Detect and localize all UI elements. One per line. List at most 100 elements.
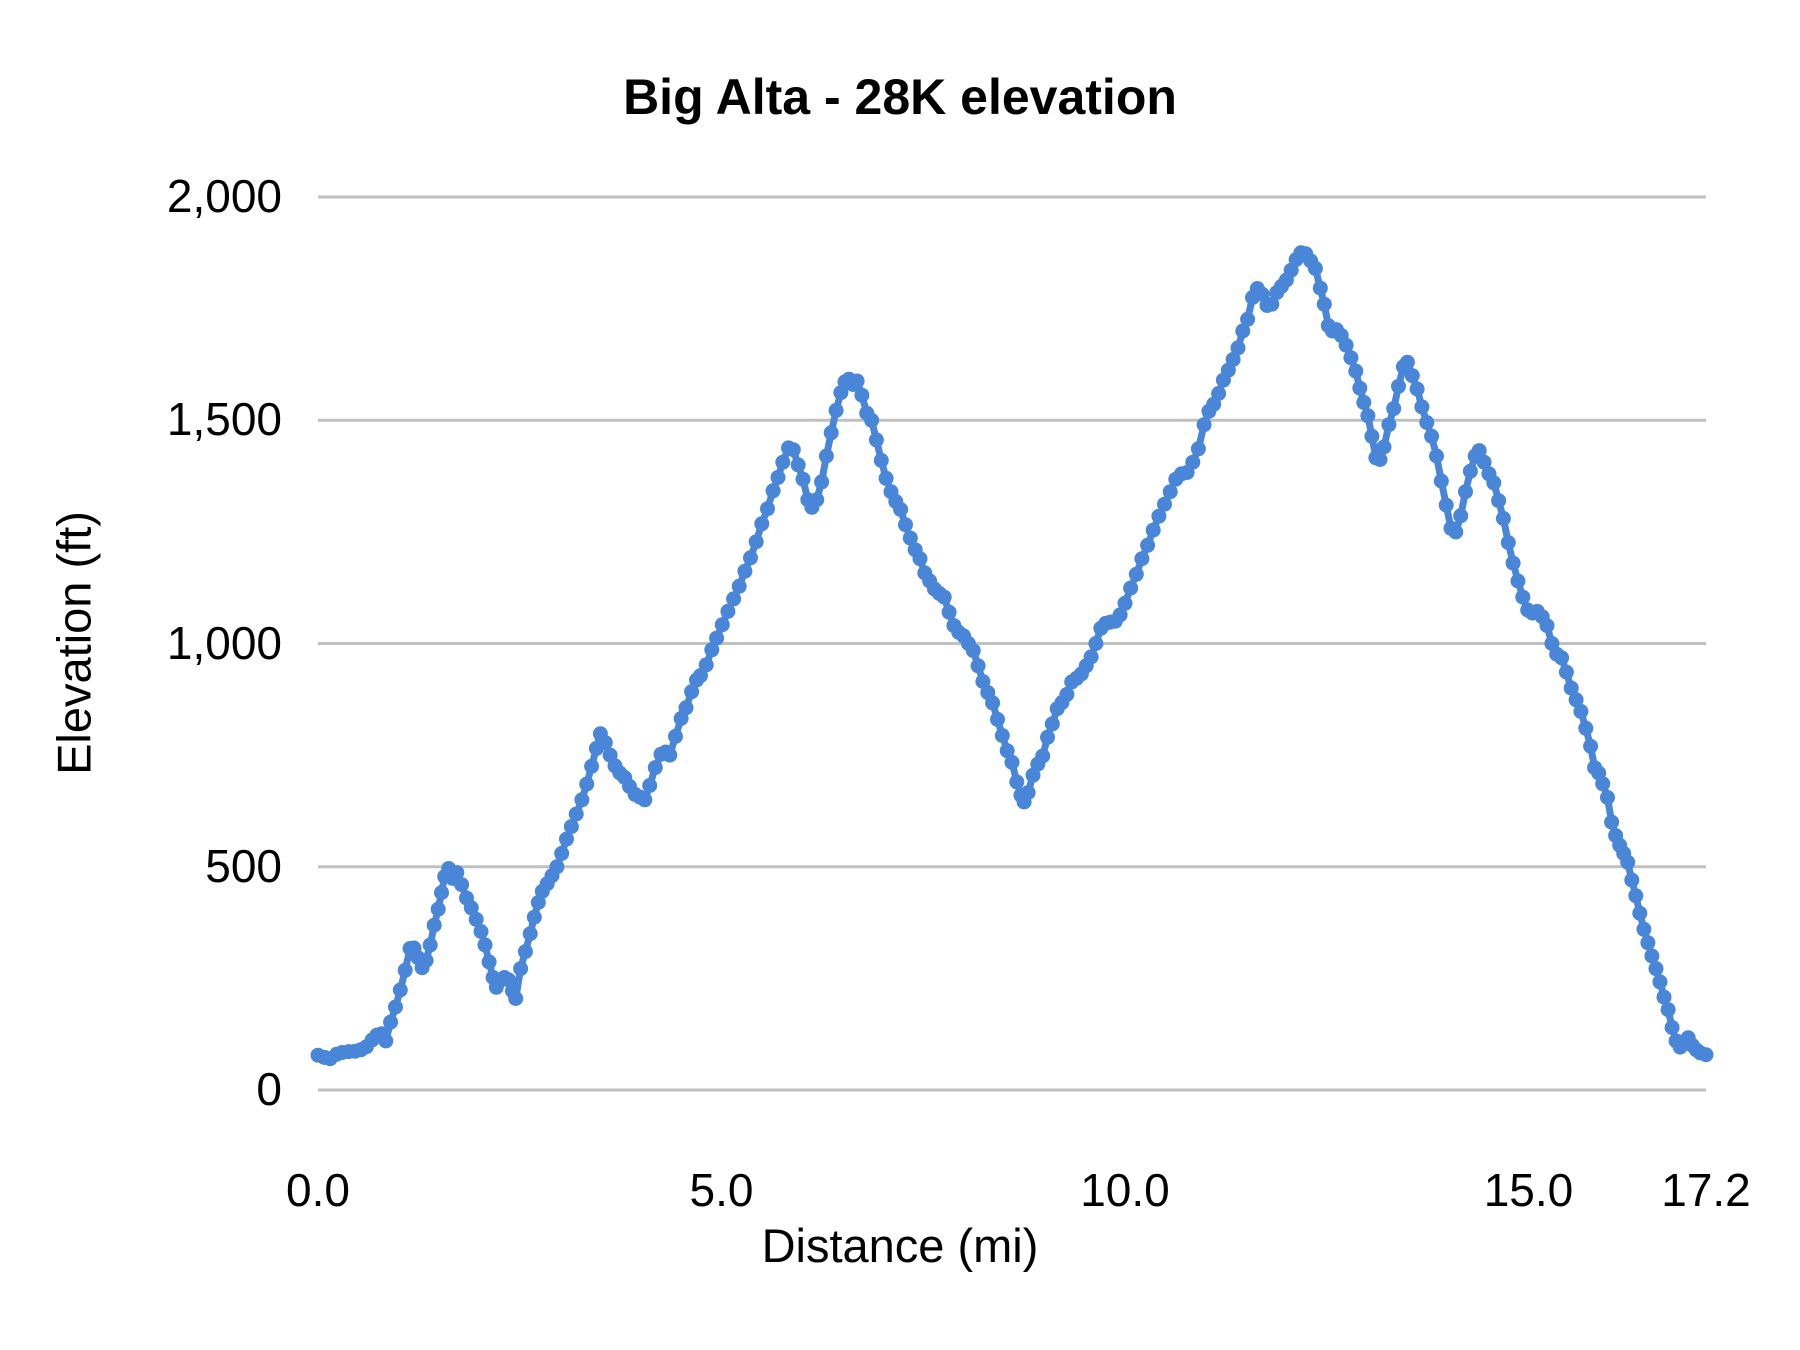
data-point[interactable] <box>468 911 484 927</box>
data-point[interactable] <box>775 454 791 470</box>
data-point[interactable] <box>1429 448 1444 464</box>
data-point[interactable] <box>1604 814 1620 830</box>
data-point[interactable] <box>481 954 497 970</box>
data-point[interactable] <box>449 865 465 881</box>
data-point[interactable] <box>522 926 538 942</box>
data-point[interactable] <box>737 563 753 579</box>
data-point[interactable] <box>1573 703 1589 719</box>
data-point[interactable] <box>726 591 742 607</box>
data-point[interactable] <box>1568 692 1584 708</box>
data-point[interactable] <box>1338 337 1354 353</box>
data-point[interactable] <box>1316 296 1332 312</box>
data-point[interactable] <box>426 917 442 933</box>
data-point[interactable] <box>698 657 714 673</box>
data-point[interactable] <box>1458 484 1473 500</box>
data-point[interactable] <box>584 758 600 774</box>
data-point[interactable] <box>1112 607 1128 623</box>
data-point[interactable] <box>463 900 479 916</box>
data-point[interactable] <box>709 630 725 646</box>
data-point[interactable] <box>965 643 981 659</box>
data-point[interactable] <box>1640 935 1656 951</box>
data-point[interactable] <box>1235 323 1251 339</box>
data-point[interactable] <box>597 735 613 751</box>
data-point[interactable] <box>434 885 449 901</box>
data-point[interactable] <box>1196 417 1212 433</box>
data-point[interactable] <box>574 792 590 808</box>
data-point[interactable] <box>1563 680 1579 696</box>
data-point[interactable] <box>1360 408 1376 424</box>
data-point[interactable] <box>1376 439 1392 455</box>
data-point[interactable] <box>1500 535 1516 551</box>
data-point[interactable] <box>1495 511 1511 526</box>
data-point[interactable] <box>1399 354 1415 370</box>
data-point[interactable] <box>809 492 825 508</box>
data-point[interactable] <box>849 373 865 389</box>
data-point[interactable] <box>1348 363 1364 379</box>
data-point[interactable] <box>1632 905 1648 921</box>
data-point[interactable] <box>795 471 811 487</box>
data-point[interactable] <box>1386 401 1402 417</box>
data-point[interactable] <box>1190 441 1206 457</box>
data-point[interactable] <box>823 425 839 441</box>
data-point[interactable] <box>1620 854 1636 870</box>
data-point[interactable] <box>1364 428 1380 444</box>
data-point[interactable] <box>1040 729 1055 745</box>
data-point[interactable] <box>418 953 434 968</box>
data-point[interactable] <box>1059 686 1075 702</box>
data-point[interactable] <box>936 589 952 605</box>
data-point[interactable] <box>828 402 844 418</box>
data-point[interactable] <box>1453 508 1469 524</box>
data-point[interactable] <box>1414 399 1430 415</box>
data-point[interactable] <box>864 412 880 428</box>
data-point[interactable] <box>868 432 884 448</box>
data-point[interactable] <box>1088 636 1104 651</box>
data-point[interactable] <box>854 387 870 403</box>
data-point[interactable] <box>704 642 720 658</box>
data-point[interactable] <box>1433 473 1449 489</box>
data-point[interactable] <box>1424 428 1440 444</box>
data-point[interactable] <box>668 728 683 744</box>
data-point[interactable] <box>684 684 700 700</box>
data-point[interactable] <box>1391 378 1406 394</box>
data-point[interactable] <box>1225 352 1241 367</box>
data-point[interactable] <box>970 658 986 674</box>
data-point[interactable] <box>430 901 446 917</box>
data-point[interactable] <box>1409 381 1425 397</box>
data-point[interactable] <box>1230 340 1246 356</box>
data-point[interactable] <box>1372 452 1388 467</box>
data-point[interactable] <box>1515 589 1531 605</box>
data-point[interactable] <box>1624 872 1640 888</box>
data-point[interactable] <box>765 483 781 499</box>
data-point[interactable] <box>1343 350 1359 366</box>
data-point[interactable] <box>748 534 764 550</box>
data-point[interactable] <box>473 924 489 939</box>
data-point[interactable] <box>1554 650 1570 666</box>
data-point[interactable] <box>1020 785 1036 801</box>
data-point[interactable] <box>1583 738 1599 754</box>
data-point[interactable] <box>559 831 574 847</box>
data-point[interactable] <box>714 617 730 633</box>
data-point[interactable] <box>1117 595 1133 611</box>
data-point[interactable] <box>1044 716 1060 732</box>
data-point[interactable] <box>1578 720 1594 736</box>
data-point[interactable] <box>508 991 524 1006</box>
data-point[interactable] <box>1462 463 1478 479</box>
data-point[interactable] <box>754 516 770 532</box>
data-point[interactable] <box>785 442 801 458</box>
data-point[interactable] <box>898 517 913 533</box>
data-point[interactable] <box>912 551 928 567</box>
data-point[interactable] <box>1558 664 1574 680</box>
data-point[interactable] <box>1448 524 1464 540</box>
data-point[interactable] <box>1381 417 1397 433</box>
data-point[interactable] <box>1128 566 1144 582</box>
data-point[interactable] <box>1438 497 1454 513</box>
data-point[interactable] <box>1510 573 1526 589</box>
data-point[interactable] <box>1656 989 1672 1005</box>
data-point[interactable] <box>1628 888 1644 904</box>
data-point[interactable] <box>1264 296 1280 312</box>
data-point[interactable] <box>1644 948 1660 964</box>
data-point[interactable] <box>1352 380 1368 396</box>
data-point[interactable] <box>554 845 570 861</box>
data-point[interactable] <box>1636 921 1652 937</box>
data-point[interactable] <box>1486 475 1502 491</box>
